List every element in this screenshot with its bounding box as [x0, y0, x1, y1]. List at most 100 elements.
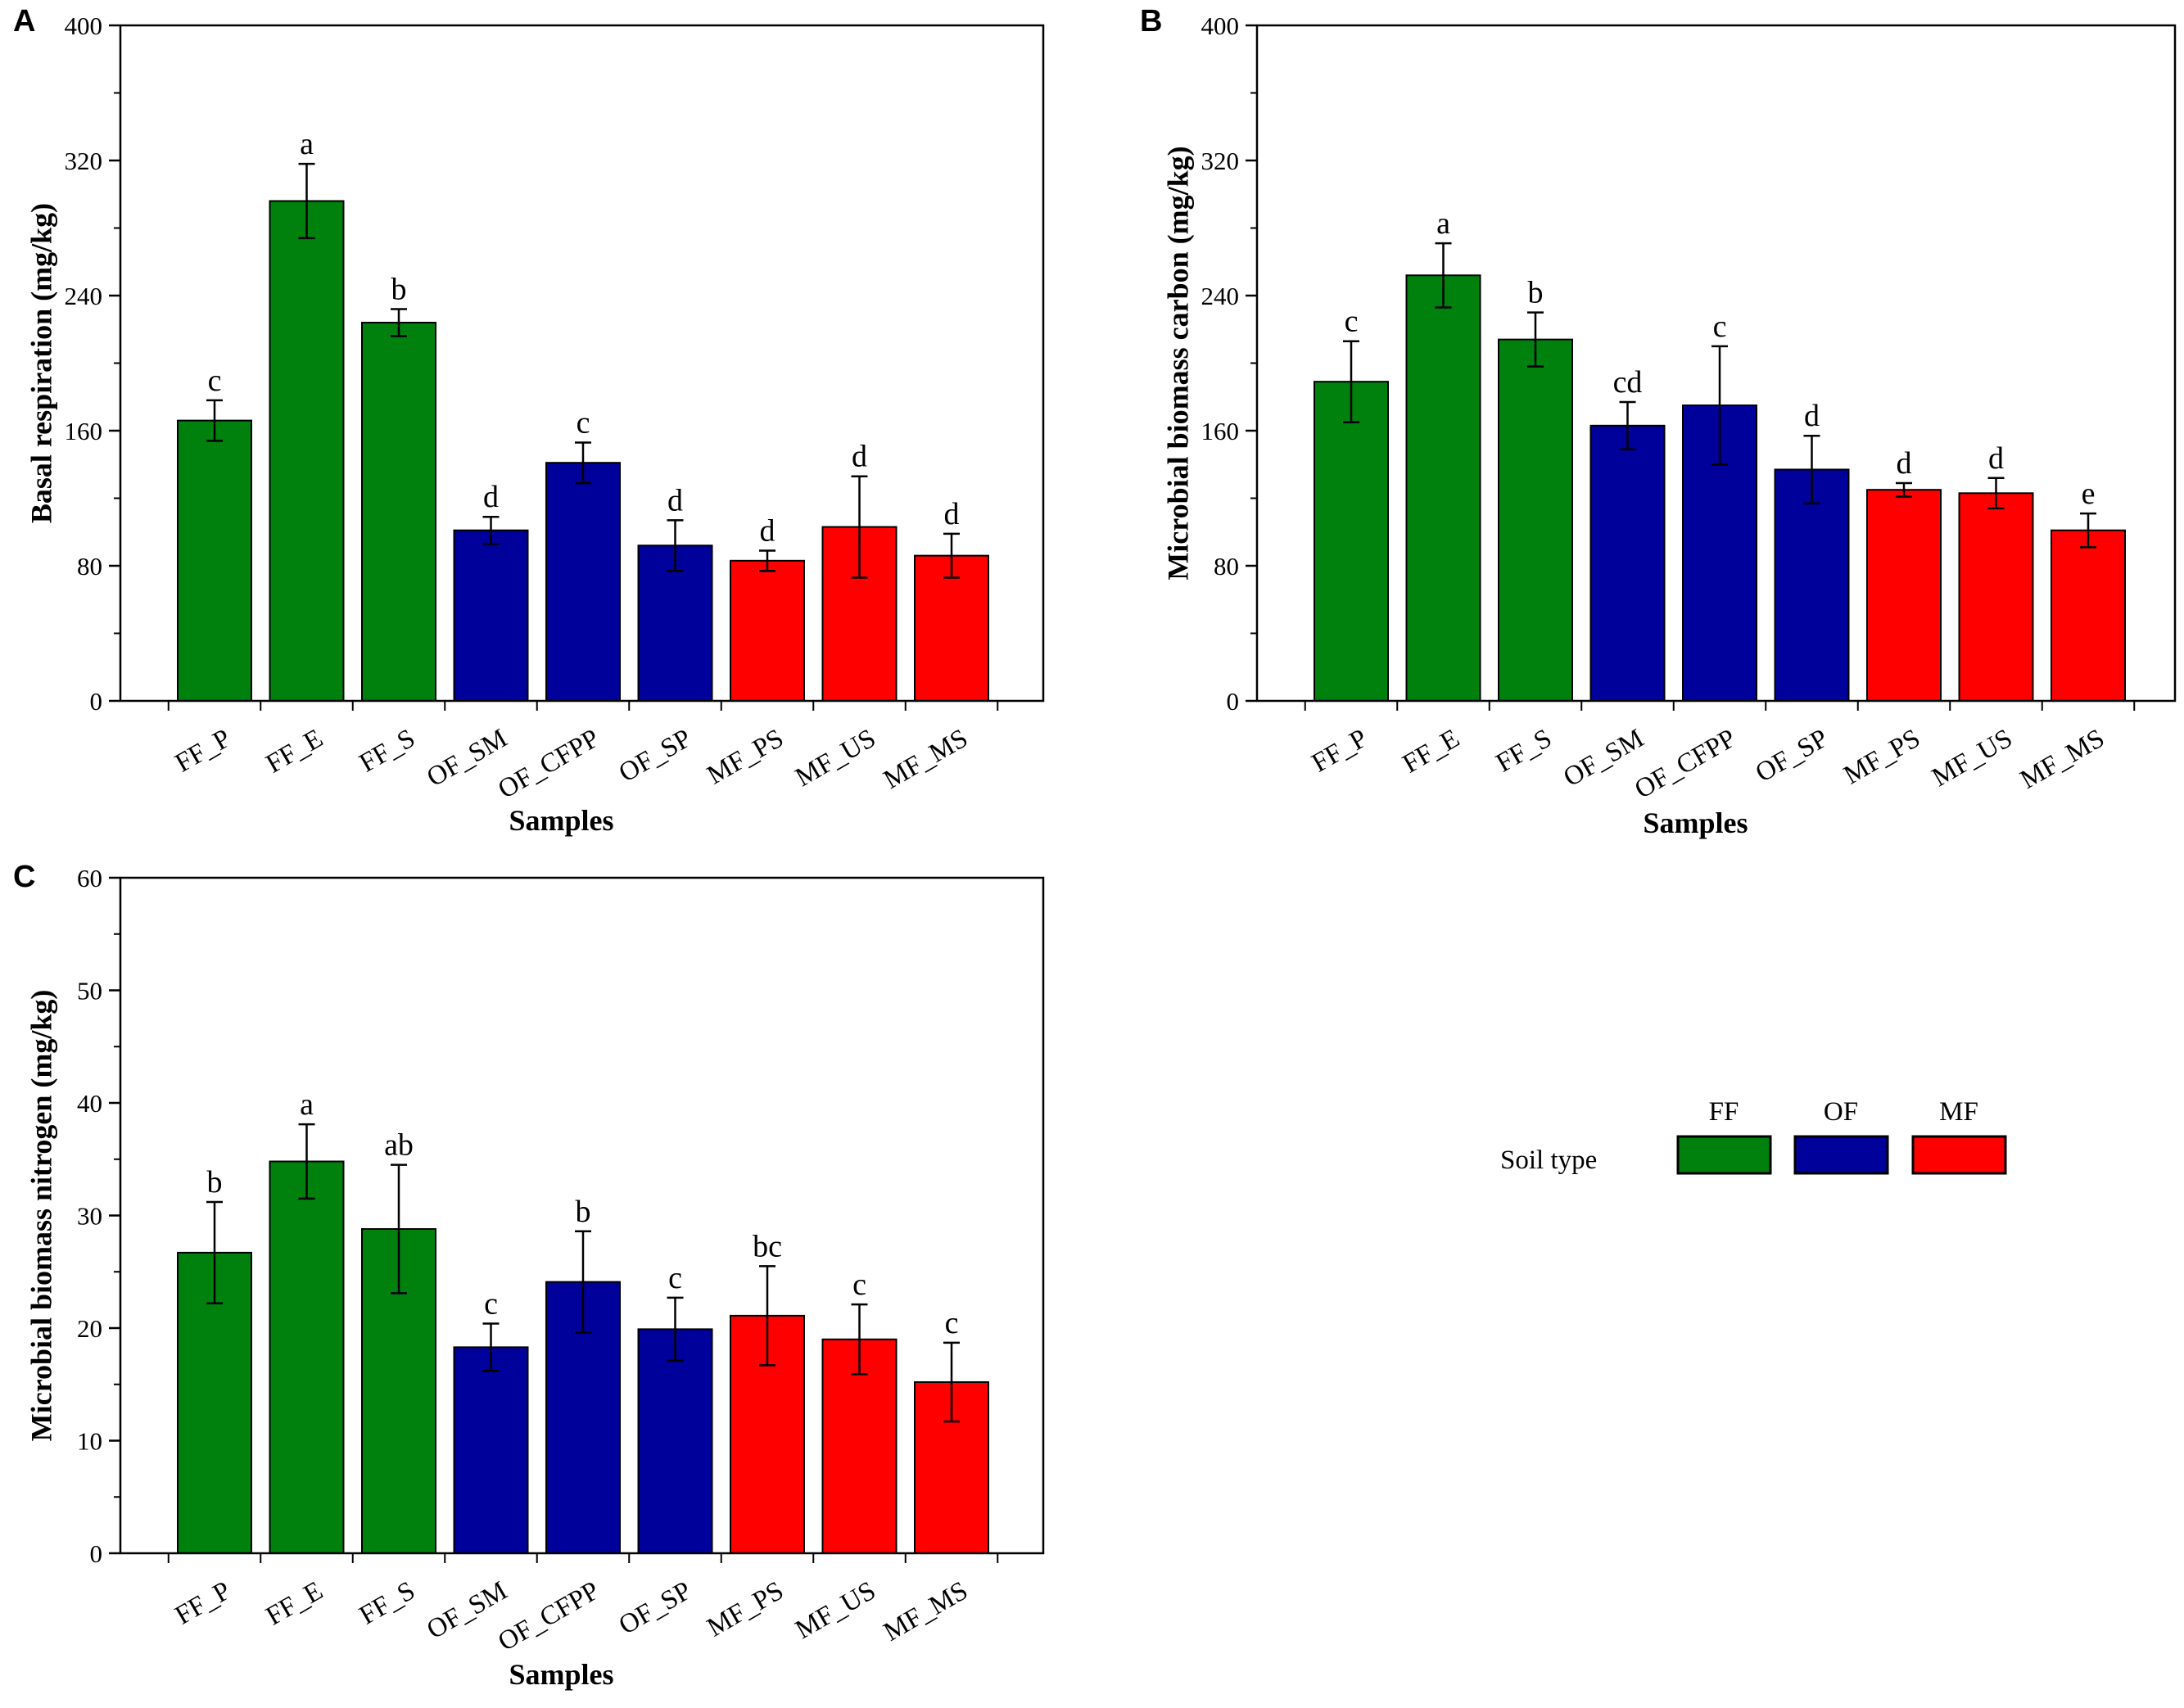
significance-label: d	[1988, 441, 2004, 476]
y-tick-label: 40	[77, 1089, 102, 1118]
legend-title: Soil type	[1500, 1145, 1597, 1175]
error-bar	[391, 308, 407, 337]
x-axis-title: Samples	[509, 1658, 613, 1691]
error-bar	[943, 532, 960, 579]
panel-label: C	[13, 860, 35, 894]
significance-label: d	[1897, 446, 1912, 481]
significance-label: a	[300, 127, 314, 161]
y-tick-label: 60	[77, 864, 102, 892]
y-tick-label: 20	[77, 1314, 102, 1343]
x-tick-label: FF_P	[1307, 724, 1372, 779]
x-tick-label: FF_S	[355, 724, 420, 779]
significance-label: c	[1345, 305, 1359, 339]
y-tick-label: 30	[77, 1202, 102, 1231]
significance-label: c	[208, 364, 222, 398]
error-bar	[851, 475, 868, 579]
significance-label: cd	[1613, 365, 1643, 400]
error-bar	[1527, 311, 1544, 368]
significance-label: c	[668, 1261, 682, 1295]
error-bar	[391, 1164, 407, 1295]
y-tick-label: 80	[77, 552, 102, 581]
x-tick-label: MF_US	[1927, 724, 2017, 793]
y-tick-label: 0	[1227, 687, 1240, 716]
x-tick-label: MF_MS	[879, 1576, 973, 1647]
legend-label-mf: MF	[1939, 1097, 1978, 1127]
error-bar	[298, 1123, 315, 1200]
x-tick-label: MF_MS	[2015, 724, 2109, 795]
x-tick-label: FF_P	[170, 724, 236, 779]
x-tick-label: MF_PS	[703, 724, 789, 791]
error-bar	[667, 1296, 684, 1362]
significance-label: c	[852, 1267, 866, 1302]
error-bar	[1435, 242, 1452, 309]
x-tick-label: MF_US	[790, 724, 880, 793]
y-tick-label: 400	[65, 11, 103, 40]
significance-label: b	[1528, 276, 1544, 310]
x-tick-label: MF_US	[790, 1576, 880, 1645]
bar-mf-ms	[2051, 529, 2126, 702]
legend-label-ff: FF	[1709, 1097, 1739, 1127]
y-tick-label: 240	[65, 282, 103, 310]
x-tick-label: MF_PS	[1839, 724, 1925, 791]
error-bar	[759, 1265, 775, 1367]
error-bar	[482, 515, 500, 545]
bar-ff-s	[1498, 338, 1573, 702]
bar-ff-e	[269, 200, 345, 702]
y-tick-label: 160	[65, 417, 103, 445]
bar-of-sm	[453, 1346, 529, 1554]
x-tick-label: MF_MS	[879, 724, 973, 795]
x-tick-label: FF_P	[170, 1576, 236, 1631]
y-tick-label: 10	[77, 1427, 102, 1456]
panel-a: Ac a b d c d d d d 0 80 160 240 320 400 FF_P FF_E FF_S OF_…	[13, 4, 1045, 837]
bar-of-sm	[1589, 424, 1666, 702]
bar-of-cfpp	[545, 462, 621, 702]
y-tick-label: 50	[77, 977, 102, 1005]
significance-label: d	[483, 480, 499, 514]
x-tick-label: FF_S	[355, 1576, 420, 1631]
error-bar	[1343, 340, 1359, 423]
bar-of-sm	[453, 529, 529, 702]
significance-label: c	[945, 1306, 959, 1340]
error-bar	[943, 1341, 960, 1423]
significance-label: d	[1804, 399, 1820, 433]
x-tick-label: OF_SP	[1751, 724, 1834, 788]
y-tick-label: 80	[1214, 552, 1239, 581]
error-bar	[298, 162, 315, 240]
significance-label: b	[207, 1165, 223, 1200]
bar-ff-e	[269, 1160, 345, 1554]
x-tick-label: OF_SP	[614, 1576, 697, 1641]
legend-swatch-of	[1793, 1135, 1889, 1175]
y-tick-label: 400	[1201, 11, 1240, 40]
error-bar	[206, 1200, 223, 1304]
error-bar	[2080, 512, 2096, 549]
significance-label: a	[1436, 206, 1450, 241]
y-axis-title: Microbial biomass nitrogen (mg/kg)	[25, 990, 58, 1442]
x-tick-label: OF_SP	[614, 724, 697, 788]
y-tick-label: 240	[1201, 282, 1240, 310]
error-bar	[1711, 345, 1728, 466]
bar-mf-ps	[730, 559, 805, 702]
significance-label: d	[944, 497, 960, 531]
panel-label: A	[13, 4, 35, 38]
significance-label: d	[760, 513, 775, 548]
bar-ff-e	[1405, 274, 1481, 702]
bar-ff-p	[177, 419, 252, 702]
x-tick-label: FF_E	[1398, 724, 1465, 779]
x-tick-label: FF_E	[261, 1576, 328, 1632]
x-tick-label: OF_CFPP	[1630, 724, 1741, 805]
error-bar	[1619, 400, 1636, 450]
x-axis-title: Samples	[509, 804, 613, 837]
bar-mf-ps	[1866, 489, 1942, 702]
error-bar	[851, 1303, 868, 1376]
bar-ff-p	[1314, 381, 1389, 702]
x-tick-label: OF_CFPP	[493, 724, 604, 805]
y-axis-title: Microbial biomass carbon (mg/kg)	[1162, 146, 1195, 580]
significance-label: ab	[384, 1128, 414, 1163]
significance-label: b	[576, 1195, 591, 1229]
y-tick-label: 0	[90, 1539, 103, 1568]
error-bar	[667, 519, 684, 572]
legend-swatch-mf	[1911, 1135, 2007, 1175]
legend-label-of: OF	[1824, 1097, 1858, 1127]
